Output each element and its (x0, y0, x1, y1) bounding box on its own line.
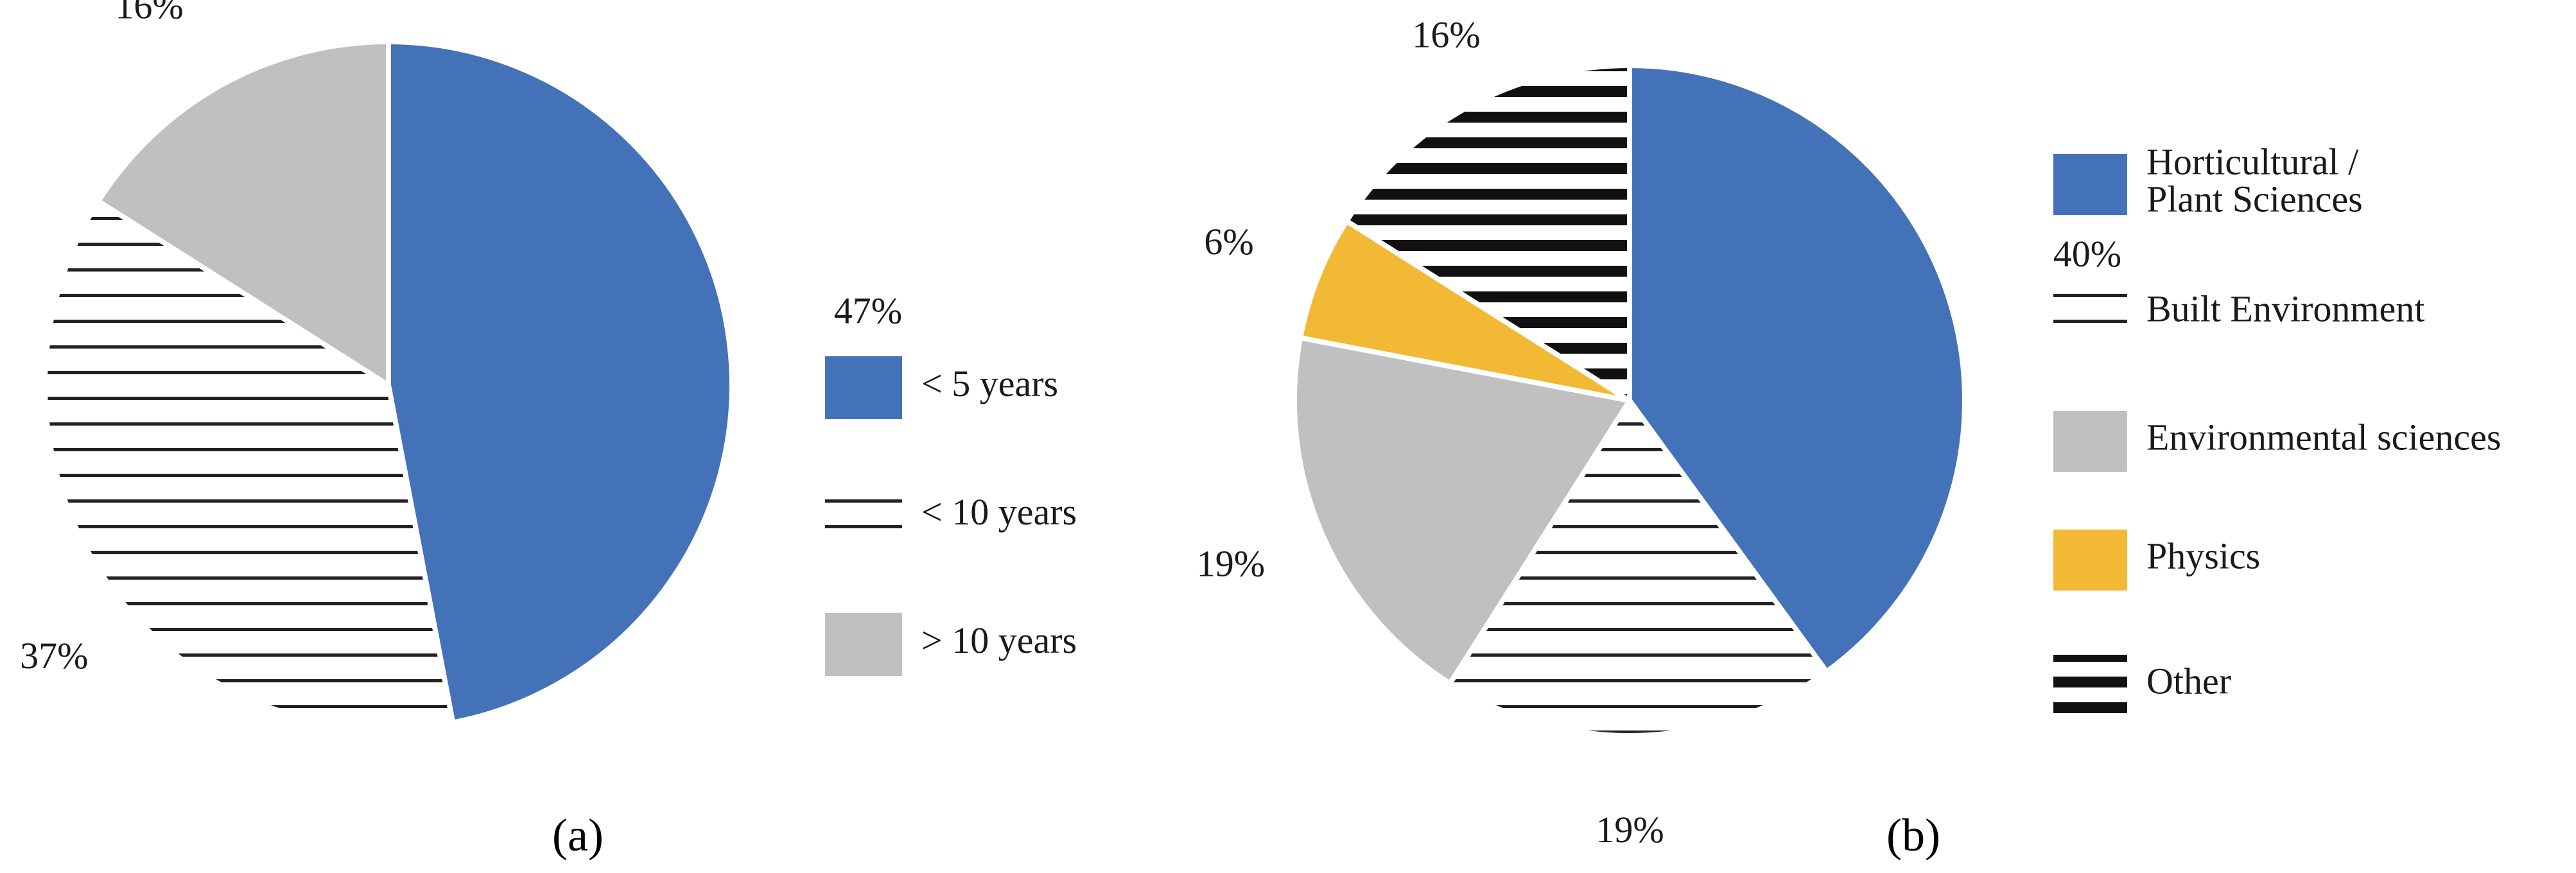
pie-chart-b: 40% 19% 19% 6% 16% (1197, 13, 2121, 851)
legend-swatch-environmental-sciences (2053, 411, 2127, 472)
legend-b: Horticultural / Plant Sciences Built Envir… (2053, 141, 2501, 716)
slice-value-label-10-years: 37% (20, 635, 88, 677)
panel-label-b: (b) (1886, 809, 1940, 861)
legend-a: < 5 years < 10 years > 10 years (825, 356, 1077, 676)
legend-item-10-years: > 10 years (825, 613, 1077, 676)
pie-slice-environmental-sciences (1292, 335, 1632, 686)
legend-swatch-physics (2053, 530, 2127, 591)
legend-swatch-10-years (825, 485, 902, 548)
pie-slice-10-years (42, 198, 456, 731)
pie-slice-5-years (386, 39, 735, 725)
pie-chart-a: 47% 37% 16% (20, 0, 902, 731)
legend-swatch-built-environment (2053, 282, 2127, 343)
legend-swatch-other (2053, 655, 2127, 716)
slice-value-label-horticultural-plant-sciences: 40% (2053, 233, 2121, 275)
legend-swatch-horticultural-plant-sciences (2053, 154, 2127, 215)
slice-value-label-other: 16% (1412, 13, 1480, 55)
pie-slice-horticultural-plant-sciences (1627, 63, 1967, 675)
slice-value-label-environmental-sciences: 19% (1197, 542, 1265, 584)
pie-slice-built-environment (1447, 398, 1829, 738)
legend-label-physics: Physics (2146, 535, 2260, 577)
slice-value-label-built-environment: 19% (1596, 809, 1664, 851)
legend-item-horticultural-plant-sciences: Horticultural / Plant Sciences (2053, 141, 2363, 220)
legend-label-10-years: > 10 years (921, 619, 1077, 661)
legend-swatch-5-years (825, 356, 902, 419)
legend-label-horticultural-plant-sciences: Horticultural / Plant Sciences (2146, 141, 2363, 220)
legend-item-other: Other (2053, 655, 2231, 716)
slice-value-label-physics: 6% (1204, 221, 1253, 263)
legend-label-environmental-sciences: Environmental sciences (2146, 417, 2501, 458)
legend-item-physics: Physics (2053, 530, 2260, 591)
legend-item-environmental-sciences: Environmental sciences (2053, 411, 2501, 472)
legend-label-built-environment: Built Environment (2146, 288, 2424, 330)
legend-label-5-years: < 5 years (921, 363, 1058, 404)
legend-swatch-10-years (825, 613, 902, 676)
pie-slice-10-years (96, 39, 391, 388)
slice-value-label-10-years: 16% (115, 0, 183, 27)
pie-slice-other (1344, 63, 1632, 403)
legend-item-built-environment: Built Environment (2053, 282, 2424, 343)
panel-label-a: (a) (552, 809, 604, 861)
legend-item-5-years: < 5 years (825, 356, 1058, 419)
slice-value-label-5-years: 47% (834, 290, 902, 331)
legend-label-other: Other (2146, 661, 2231, 702)
legend-item-10-years: < 10 years (825, 485, 1077, 548)
legend-label-10-years: < 10 years (921, 491, 1077, 533)
pie-slice-physics (1298, 218, 1632, 403)
